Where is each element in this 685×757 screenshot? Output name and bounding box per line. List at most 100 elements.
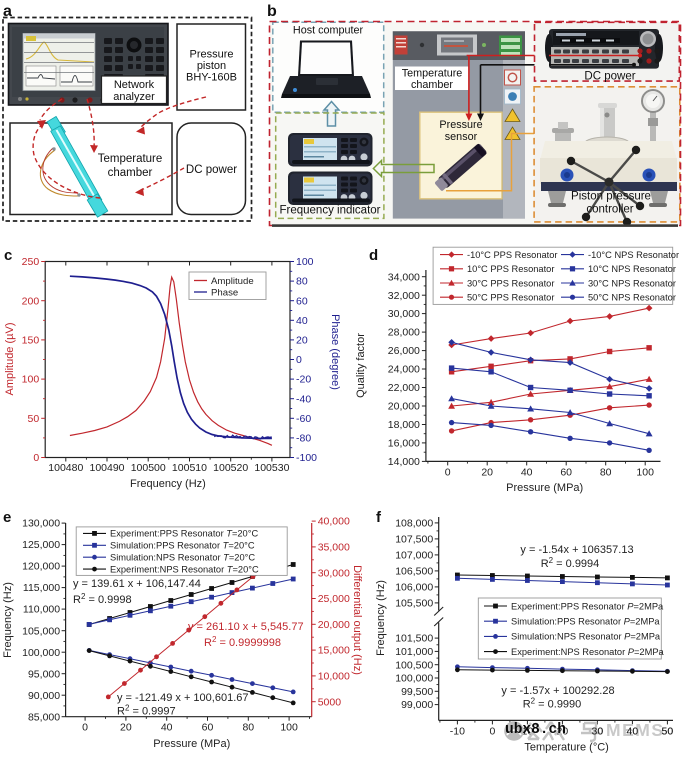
svg-text:50: 50 — [662, 726, 674, 738]
svg-text:Amplitude (µV): Amplitude (µV) — [4, 323, 16, 396]
svg-text:Differential output (Hz): Differential output (Hz) — [351, 565, 363, 675]
svg-text:200: 200 — [22, 295, 40, 307]
svg-text:99,500: 99,500 — [401, 686, 433, 698]
svg-text:y = 139.61 x + 106,147.44: y = 139.61 x + 106,147.44 — [73, 578, 201, 590]
svg-text:Experiment:PPS Resonator T=20°: Experiment:PPS Resonator T=20°C — [110, 529, 258, 539]
svg-text:24,000: 24,000 — [388, 364, 420, 376]
svg-text:Pressure (MPa): Pressure (MPa) — [153, 738, 230, 750]
svg-text:115,000: 115,000 — [23, 582, 60, 594]
svg-text:Phase: Phase — [211, 288, 238, 299]
svg-text:-20: -20 — [296, 374, 311, 386]
svg-text:Experiment:NPS Resonator P=2MP: Experiment:NPS Resonator P=2MPa — [511, 647, 665, 657]
svg-text:controller: controller — [586, 204, 633, 216]
svg-text:106,500: 106,500 — [395, 566, 433, 578]
svg-text:16,000: 16,000 — [388, 438, 420, 450]
svg-text:90,000: 90,000 — [28, 690, 60, 702]
svg-text:30: 30 — [592, 726, 604, 738]
svg-text:analyzer: analyzer — [113, 91, 155, 103]
svg-text:100: 100 — [296, 256, 314, 268]
svg-text:30,000: 30,000 — [388, 308, 420, 320]
svg-text:0: 0 — [82, 722, 88, 734]
svg-text:26,000: 26,000 — [388, 345, 420, 357]
svg-text:60: 60 — [202, 722, 214, 734]
svg-text:chamber: chamber — [108, 167, 153, 179]
svg-text:40: 40 — [627, 726, 639, 738]
svg-text:Frequency (Hz): Frequency (Hz) — [2, 582, 14, 658]
svg-text:e: e — [3, 509, 11, 526]
svg-text:-80: -80 — [296, 433, 311, 445]
svg-text:R2 = 0.9999998: R2 = 0.9999998 — [204, 635, 281, 649]
svg-text:125,000: 125,000 — [22, 539, 60, 551]
svg-text:100530: 100530 — [254, 462, 289, 474]
svg-text:10,000: 10,000 — [318, 671, 350, 683]
svg-text:Experiment:PPS Resonator P=2MP: Experiment:PPS Resonator P=2MPa — [511, 601, 664, 611]
svg-text:95,000: 95,000 — [28, 668, 60, 680]
svg-text:Simulation:PPS Resonator P=2MP: Simulation:PPS Resonator P=2MPa — [511, 617, 660, 627]
svg-text:c: c — [4, 247, 12, 264]
svg-text:107,500: 107,500 — [395, 534, 433, 546]
svg-text:40: 40 — [161, 722, 173, 734]
svg-text:80: 80 — [600, 467, 612, 479]
svg-text:10°C NPS Resonator: 10°C NPS Resonator — [588, 264, 676, 274]
svg-text:40: 40 — [296, 315, 308, 327]
svg-text:100: 100 — [22, 374, 40, 386]
svg-text:10: 10 — [522, 726, 534, 738]
svg-text:106,000: 106,000 — [395, 582, 433, 594]
svg-text:40: 40 — [627, 726, 639, 738]
svg-text:15,000: 15,000 — [318, 645, 350, 657]
svg-text:250: 250 — [22, 256, 40, 268]
svg-text:BHY-160B: BHY-160B — [186, 72, 237, 84]
svg-text:R2 = 0.9998: R2 = 0.9998 — [73, 592, 132, 606]
svg-text:99,000: 99,000 — [401, 699, 433, 711]
svg-text:-100: -100 — [296, 452, 317, 464]
svg-text:Host computer: Host computer — [293, 25, 364, 37]
svg-text:a: a — [3, 3, 12, 20]
svg-text:d: d — [369, 247, 378, 264]
svg-text:chamber: chamber — [411, 79, 453, 91]
svg-text:25,000: 25,000 — [318, 593, 350, 605]
svg-text:34,000: 34,000 — [388, 271, 420, 283]
svg-text:Quality factor: Quality factor — [355, 333, 367, 398]
svg-text:50°C NPS Resonator: 50°C NPS Resonator — [588, 293, 676, 303]
svg-text:Simulation:NPS Resonator T=20°: Simulation:NPS Resonator T=20°C — [110, 553, 255, 563]
svg-text:Temperature: Temperature — [98, 153, 163, 165]
svg-text:100: 100 — [636, 467, 654, 479]
svg-text:100490: 100490 — [89, 462, 124, 474]
svg-text:108,000: 108,000 — [395, 518, 433, 530]
svg-text:-40: -40 — [296, 393, 311, 405]
svg-text:-10°C PPS Resonator: -10°C PPS Resonator — [467, 250, 558, 260]
svg-text:MEMS: MEMS — [606, 720, 665, 740]
svg-text:Piston pressure: Piston pressure — [571, 191, 651, 203]
svg-text:20,000: 20,000 — [388, 401, 420, 413]
svg-text:22,000: 22,000 — [388, 382, 420, 394]
svg-text:R2 = 0.9997: R2 = 0.9997 — [117, 704, 176, 718]
svg-text:40,000: 40,000 — [318, 516, 350, 528]
svg-text:100520: 100520 — [213, 462, 248, 474]
svg-text:110,000: 110,000 — [23, 604, 60, 616]
svg-text:Frequency indicator: Frequency indicator — [280, 205, 381, 217]
svg-text:35,000: 35,000 — [318, 542, 350, 554]
svg-text:20: 20 — [296, 335, 308, 347]
svg-text:sensor: sensor — [445, 131, 478, 143]
svg-text:50: 50 — [662, 726, 674, 738]
svg-text:80: 80 — [296, 276, 308, 288]
svg-text:Pressure (MPa): Pressure (MPa) — [506, 482, 583, 494]
svg-text:0: 0 — [296, 354, 302, 366]
svg-text:R2 = 0.9994: R2 = 0.9994 — [541, 556, 600, 570]
svg-text:100510: 100510 — [172, 462, 207, 474]
svg-text:32,000: 32,000 — [388, 290, 420, 302]
svg-text:40: 40 — [521, 467, 533, 479]
svg-text:60: 60 — [296, 295, 308, 307]
svg-text:101,000: 101,000 — [395, 646, 433, 658]
svg-text:Temperature (°C): Temperature (°C) — [524, 742, 608, 754]
svg-text:Temperature: Temperature — [402, 68, 463, 80]
svg-text:y = 261.10 x + 5,545.77: y = 261.10 x + 5,545.77 — [188, 621, 304, 633]
svg-text:Pressure: Pressure — [439, 119, 482, 131]
svg-text:Simulation:PPS Resonator T=20°: Simulation:PPS Resonator T=20°C — [110, 541, 255, 551]
svg-text:100,000: 100,000 — [22, 647, 60, 659]
svg-text:Frequency (Hz): Frequency (Hz) — [130, 478, 206, 490]
svg-text:0: 0 — [489, 726, 495, 738]
svg-text:-10°C NPS Resonator: -10°C NPS Resonator — [588, 250, 679, 260]
svg-text:50: 50 — [28, 413, 40, 425]
svg-text:130,000: 130,000 — [22, 518, 60, 530]
